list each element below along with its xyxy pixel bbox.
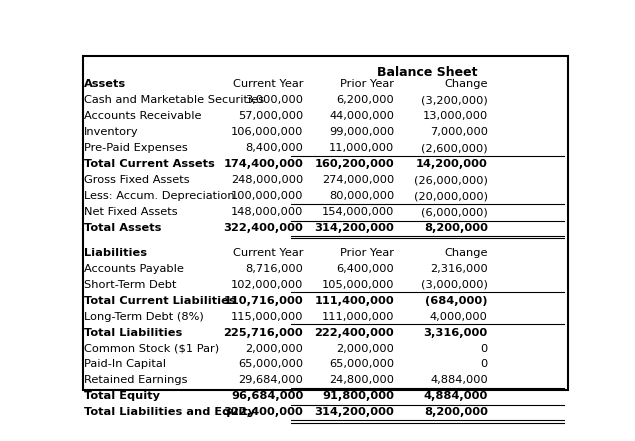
Text: Retained Earnings: Retained Earnings	[84, 375, 188, 385]
Text: 160,200,000: 160,200,000	[314, 159, 394, 169]
Text: 14,200,000: 14,200,000	[416, 159, 488, 169]
Text: Total Current Liabilities: Total Current Liabilities	[84, 295, 236, 306]
Text: Current Year: Current Year	[233, 79, 304, 90]
Text: Change: Change	[444, 79, 488, 90]
Text: Total Equity: Total Equity	[84, 392, 160, 401]
Text: 100,000,000: 100,000,000	[231, 191, 304, 201]
Text: 4,000,000: 4,000,000	[430, 312, 488, 321]
Text: (2,600,000): (2,600,000)	[421, 143, 488, 153]
Text: 111,400,000: 111,400,000	[314, 295, 394, 306]
Text: Change: Change	[444, 248, 488, 258]
Text: Current Year: Current Year	[233, 248, 304, 258]
Text: Short-Term Debt: Short-Term Debt	[84, 280, 177, 290]
Text: 314,200,000: 314,200,000	[314, 407, 394, 417]
Text: 13,000,000: 13,000,000	[422, 111, 488, 121]
Text: Gross Fixed Assets: Gross Fixed Assets	[84, 175, 190, 185]
Text: 111,000,000: 111,000,000	[322, 312, 394, 321]
Text: 115,000,000: 115,000,000	[231, 312, 304, 321]
Text: 0: 0	[481, 344, 488, 354]
Text: Long-Term Debt (8%): Long-Term Debt (8%)	[84, 312, 204, 321]
Text: 57,000,000: 57,000,000	[238, 111, 304, 121]
Text: 110,716,000: 110,716,000	[224, 295, 304, 306]
Text: Accounts Receivable: Accounts Receivable	[84, 111, 202, 121]
Text: Assets: Assets	[84, 79, 126, 90]
Text: Cash and Marketable Securities: Cash and Marketable Securities	[84, 95, 264, 105]
Text: 3,000,000: 3,000,000	[245, 95, 304, 105]
Text: 2,000,000: 2,000,000	[337, 344, 394, 354]
Text: Liabilities: Liabilities	[84, 248, 147, 258]
Text: 8,200,000: 8,200,000	[424, 223, 488, 233]
Text: Common Stock ($1 Par): Common Stock ($1 Par)	[84, 344, 220, 354]
Text: 99,000,000: 99,000,000	[329, 127, 394, 137]
Text: 2,316,000: 2,316,000	[430, 264, 488, 274]
Text: 105,000,000: 105,000,000	[322, 280, 394, 290]
Text: 102,000,000: 102,000,000	[231, 280, 304, 290]
Text: Total Liabilities: Total Liabilities	[84, 328, 182, 337]
Text: 2,000,000: 2,000,000	[245, 344, 304, 354]
Text: (6,000,000): (6,000,000)	[421, 207, 488, 217]
Text: Total Liabilities and Equity: Total Liabilities and Equity	[84, 407, 255, 417]
Text: Prior Year: Prior Year	[340, 248, 394, 258]
Text: Total Current Assets: Total Current Assets	[84, 159, 215, 169]
Text: (3,000,000): (3,000,000)	[421, 280, 488, 290]
Text: 322,400,000: 322,400,000	[224, 407, 304, 417]
Text: 174,400,000: 174,400,000	[224, 159, 304, 169]
Text: 91,800,000: 91,800,000	[323, 392, 394, 401]
Text: 4,884,000: 4,884,000	[424, 392, 488, 401]
Text: 274,000,000: 274,000,000	[322, 175, 394, 185]
Text: 7,000,000: 7,000,000	[430, 127, 488, 137]
Text: Pre-Paid Expenses: Pre-Paid Expenses	[84, 143, 188, 153]
Text: 96,684,000: 96,684,000	[231, 392, 304, 401]
Text: Net Fixed Assets: Net Fixed Assets	[84, 207, 178, 217]
Text: 29,684,000: 29,684,000	[238, 375, 304, 385]
Text: 3,316,000: 3,316,000	[424, 328, 488, 337]
Text: 0: 0	[481, 359, 488, 370]
Text: 8,400,000: 8,400,000	[245, 143, 304, 153]
Text: Total Assets: Total Assets	[84, 223, 162, 233]
Text: 44,000,000: 44,000,000	[330, 111, 394, 121]
Text: 314,200,000: 314,200,000	[314, 223, 394, 233]
Text: Inventory: Inventory	[84, 127, 139, 137]
Text: 8,716,000: 8,716,000	[245, 264, 304, 274]
Text: 248,000,000: 248,000,000	[231, 175, 304, 185]
Text: 322,400,000: 322,400,000	[224, 223, 304, 233]
Text: 148,000,000: 148,000,000	[231, 207, 304, 217]
Text: 24,800,000: 24,800,000	[330, 375, 394, 385]
Text: 11,000,000: 11,000,000	[329, 143, 394, 153]
Text: (20,000,000): (20,000,000)	[414, 191, 488, 201]
Text: 225,716,000: 225,716,000	[224, 328, 304, 337]
Text: Less: Accum. Depreciation: Less: Accum. Depreciation	[84, 191, 235, 201]
Text: Prior Year: Prior Year	[340, 79, 394, 90]
Text: (26,000,000): (26,000,000)	[414, 175, 488, 185]
Text: 80,000,000: 80,000,000	[329, 191, 394, 201]
Text: 4,884,000: 4,884,000	[430, 375, 488, 385]
Text: 222,400,000: 222,400,000	[314, 328, 394, 337]
Text: 106,000,000: 106,000,000	[231, 127, 304, 137]
Text: 154,000,000: 154,000,000	[322, 207, 394, 217]
Text: 6,200,000: 6,200,000	[337, 95, 394, 105]
Text: 6,400,000: 6,400,000	[337, 264, 394, 274]
Text: (3,200,000): (3,200,000)	[421, 95, 488, 105]
Text: 8,200,000: 8,200,000	[424, 407, 488, 417]
Text: 65,000,000: 65,000,000	[238, 359, 304, 370]
Text: Balance Sheet: Balance Sheet	[377, 66, 478, 79]
Text: (684,000): (684,000)	[425, 295, 488, 306]
Text: Accounts Payable: Accounts Payable	[84, 264, 184, 274]
Text: Paid-In Capital: Paid-In Capital	[84, 359, 166, 370]
Text: 65,000,000: 65,000,000	[329, 359, 394, 370]
